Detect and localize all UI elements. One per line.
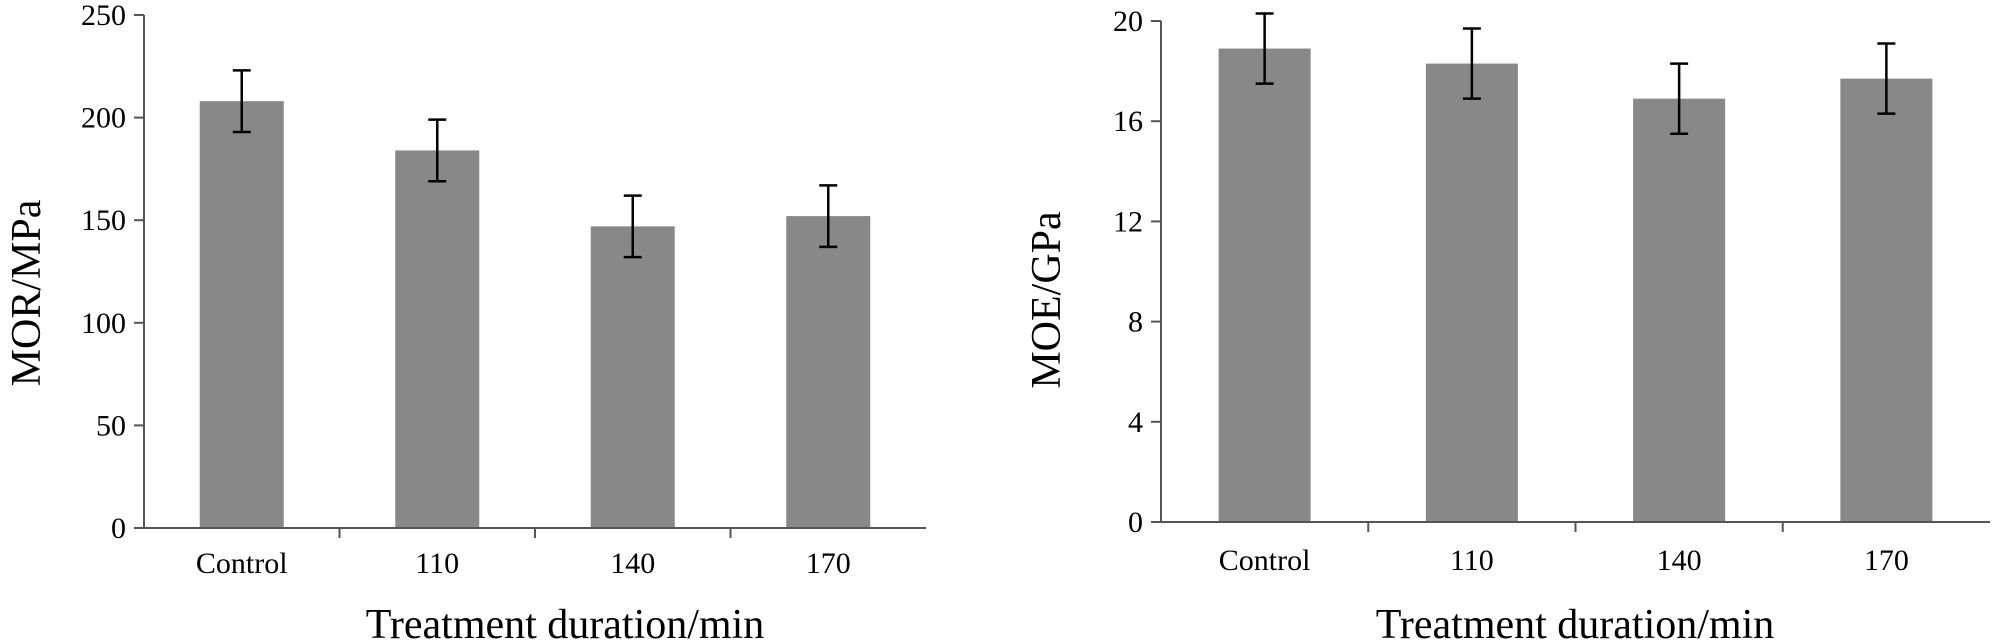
x-axis-title: Treatment duration/min	[366, 602, 765, 644]
y-tick-label: 12	[1113, 205, 1143, 238]
bar-2	[395, 150, 480, 528]
bar-4	[786, 216, 871, 528]
error-bar-3	[1670, 62, 1689, 135]
x-tick-label: 110	[1450, 544, 1494, 577]
bar-1	[1218, 48, 1311, 523]
y-tick-label: 0	[1128, 506, 1143, 539]
y-axis-title: MOR/MPa	[4, 199, 50, 386]
y-tick-label: 200	[81, 102, 126, 135]
bar-3	[590, 226, 675, 528]
bar-3	[1633, 98, 1726, 522]
y-tick-label: 4	[1128, 406, 1143, 439]
y-tick-label: 250	[81, 0, 126, 32]
x-tick-label: Control	[1219, 544, 1311, 577]
y-tick-label: 0	[111, 512, 126, 545]
x-tick-label: 170	[806, 547, 851, 580]
y-tick-label: 16	[1113, 105, 1143, 138]
bar-2	[1425, 63, 1518, 523]
y-axis-title: MOE/GPa	[1024, 211, 1070, 389]
x-tick-label: Control	[196, 547, 288, 580]
error-bar-4	[1877, 42, 1896, 115]
chart-1: 0 50 100 150 200 250 Control 110 140 170 Treatment…	[4, 0, 926, 644]
bar-1	[199, 101, 284, 529]
error-bar-1	[232, 69, 251, 134]
bar-4	[1840, 78, 1933, 523]
x-tick-label: 110	[415, 547, 459, 580]
chart-2: 0 4 8 12 16 20 Control 110 140 170 Treatment durat…	[1024, 5, 1990, 644]
y-tick-label: 50	[96, 409, 126, 442]
x-tick-label: 140	[610, 547, 655, 580]
y-tick-label: 150	[81, 204, 126, 237]
error-bar-1	[1255, 12, 1274, 85]
error-bar-3	[623, 194, 642, 259]
x-axis-title: Treatment duration/min	[1376, 602, 1775, 644]
error-bar-2	[1462, 27, 1481, 100]
error-bar-2	[428, 118, 447, 183]
y-tick-label: 100	[81, 307, 126, 340]
y-tick-label: 20	[1113, 5, 1143, 38]
error-bar-4	[819, 184, 838, 249]
x-tick-label: 170	[1864, 544, 1909, 577]
x-tick-label: 140	[1657, 544, 1702, 577]
y-tick-label: 8	[1128, 306, 1143, 339]
